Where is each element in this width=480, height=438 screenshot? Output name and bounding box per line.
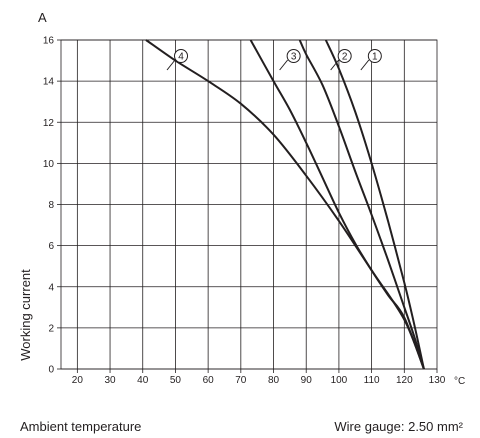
series-1-leader: [361, 60, 369, 70]
y-tick-label: 0: [48, 365, 54, 376]
y-tick-label: 6: [48, 241, 54, 252]
wire-gauge-note: Wire gauge: 2.50 mm²: [334, 419, 463, 434]
series-2-label: 2: [342, 52, 348, 63]
x-tick-label: 80: [268, 375, 280, 386]
y-unit-label: A: [38, 10, 47, 25]
series-1-badge: 1: [368, 50, 381, 63]
series-2-badge: 2: [338, 50, 351, 63]
x-tick-label: 70: [235, 375, 247, 386]
x-tick-label: 30: [104, 375, 116, 386]
x-tick-label: 110: [364, 375, 380, 386]
series-4-label: 4: [178, 52, 184, 63]
series-3-leader: [280, 60, 288, 70]
x-tick-label: 50: [170, 375, 182, 386]
y-tick-label: 2: [48, 323, 54, 334]
series-labels: 1 2 3 4: [167, 50, 381, 71]
y-axis-label: Working current: [18, 269, 33, 361]
x-tick-label: 40: [137, 375, 149, 386]
x-tick-label: 60: [203, 375, 215, 386]
y-tick-label: 8: [48, 200, 54, 211]
y-tick-label: 16: [43, 36, 55, 47]
x-tick-label: 120: [396, 375, 413, 386]
x-tick-label: 100: [331, 375, 348, 386]
x-tick-label: 20: [72, 375, 84, 386]
grid: [57, 40, 437, 373]
series-1-label: 1: [372, 52, 378, 63]
x-axis-label: Ambient temperature: [20, 419, 141, 434]
x-tick-label: 130: [429, 375, 446, 386]
y-tick-label: 12: [43, 118, 55, 129]
series-3-label: 3: [291, 52, 297, 63]
x-tick-label: 90: [301, 375, 313, 386]
x-unit-label: °C: [454, 376, 465, 387]
x-tick-labels: 20 30 40 50 60 70 80 90 100 110 120 130: [72, 375, 446, 386]
y-tick-label: 4: [48, 282, 54, 293]
y-tick-label: 10: [43, 159, 55, 170]
series-3-badge: 3: [287, 50, 300, 63]
series-4-leader: [167, 60, 175, 70]
y-tick-label: 14: [43, 77, 55, 88]
y-tick-labels: 0 2 4 6 8 10 12 14 16: [43, 36, 55, 376]
series-4-badge: 4: [175, 50, 188, 63]
